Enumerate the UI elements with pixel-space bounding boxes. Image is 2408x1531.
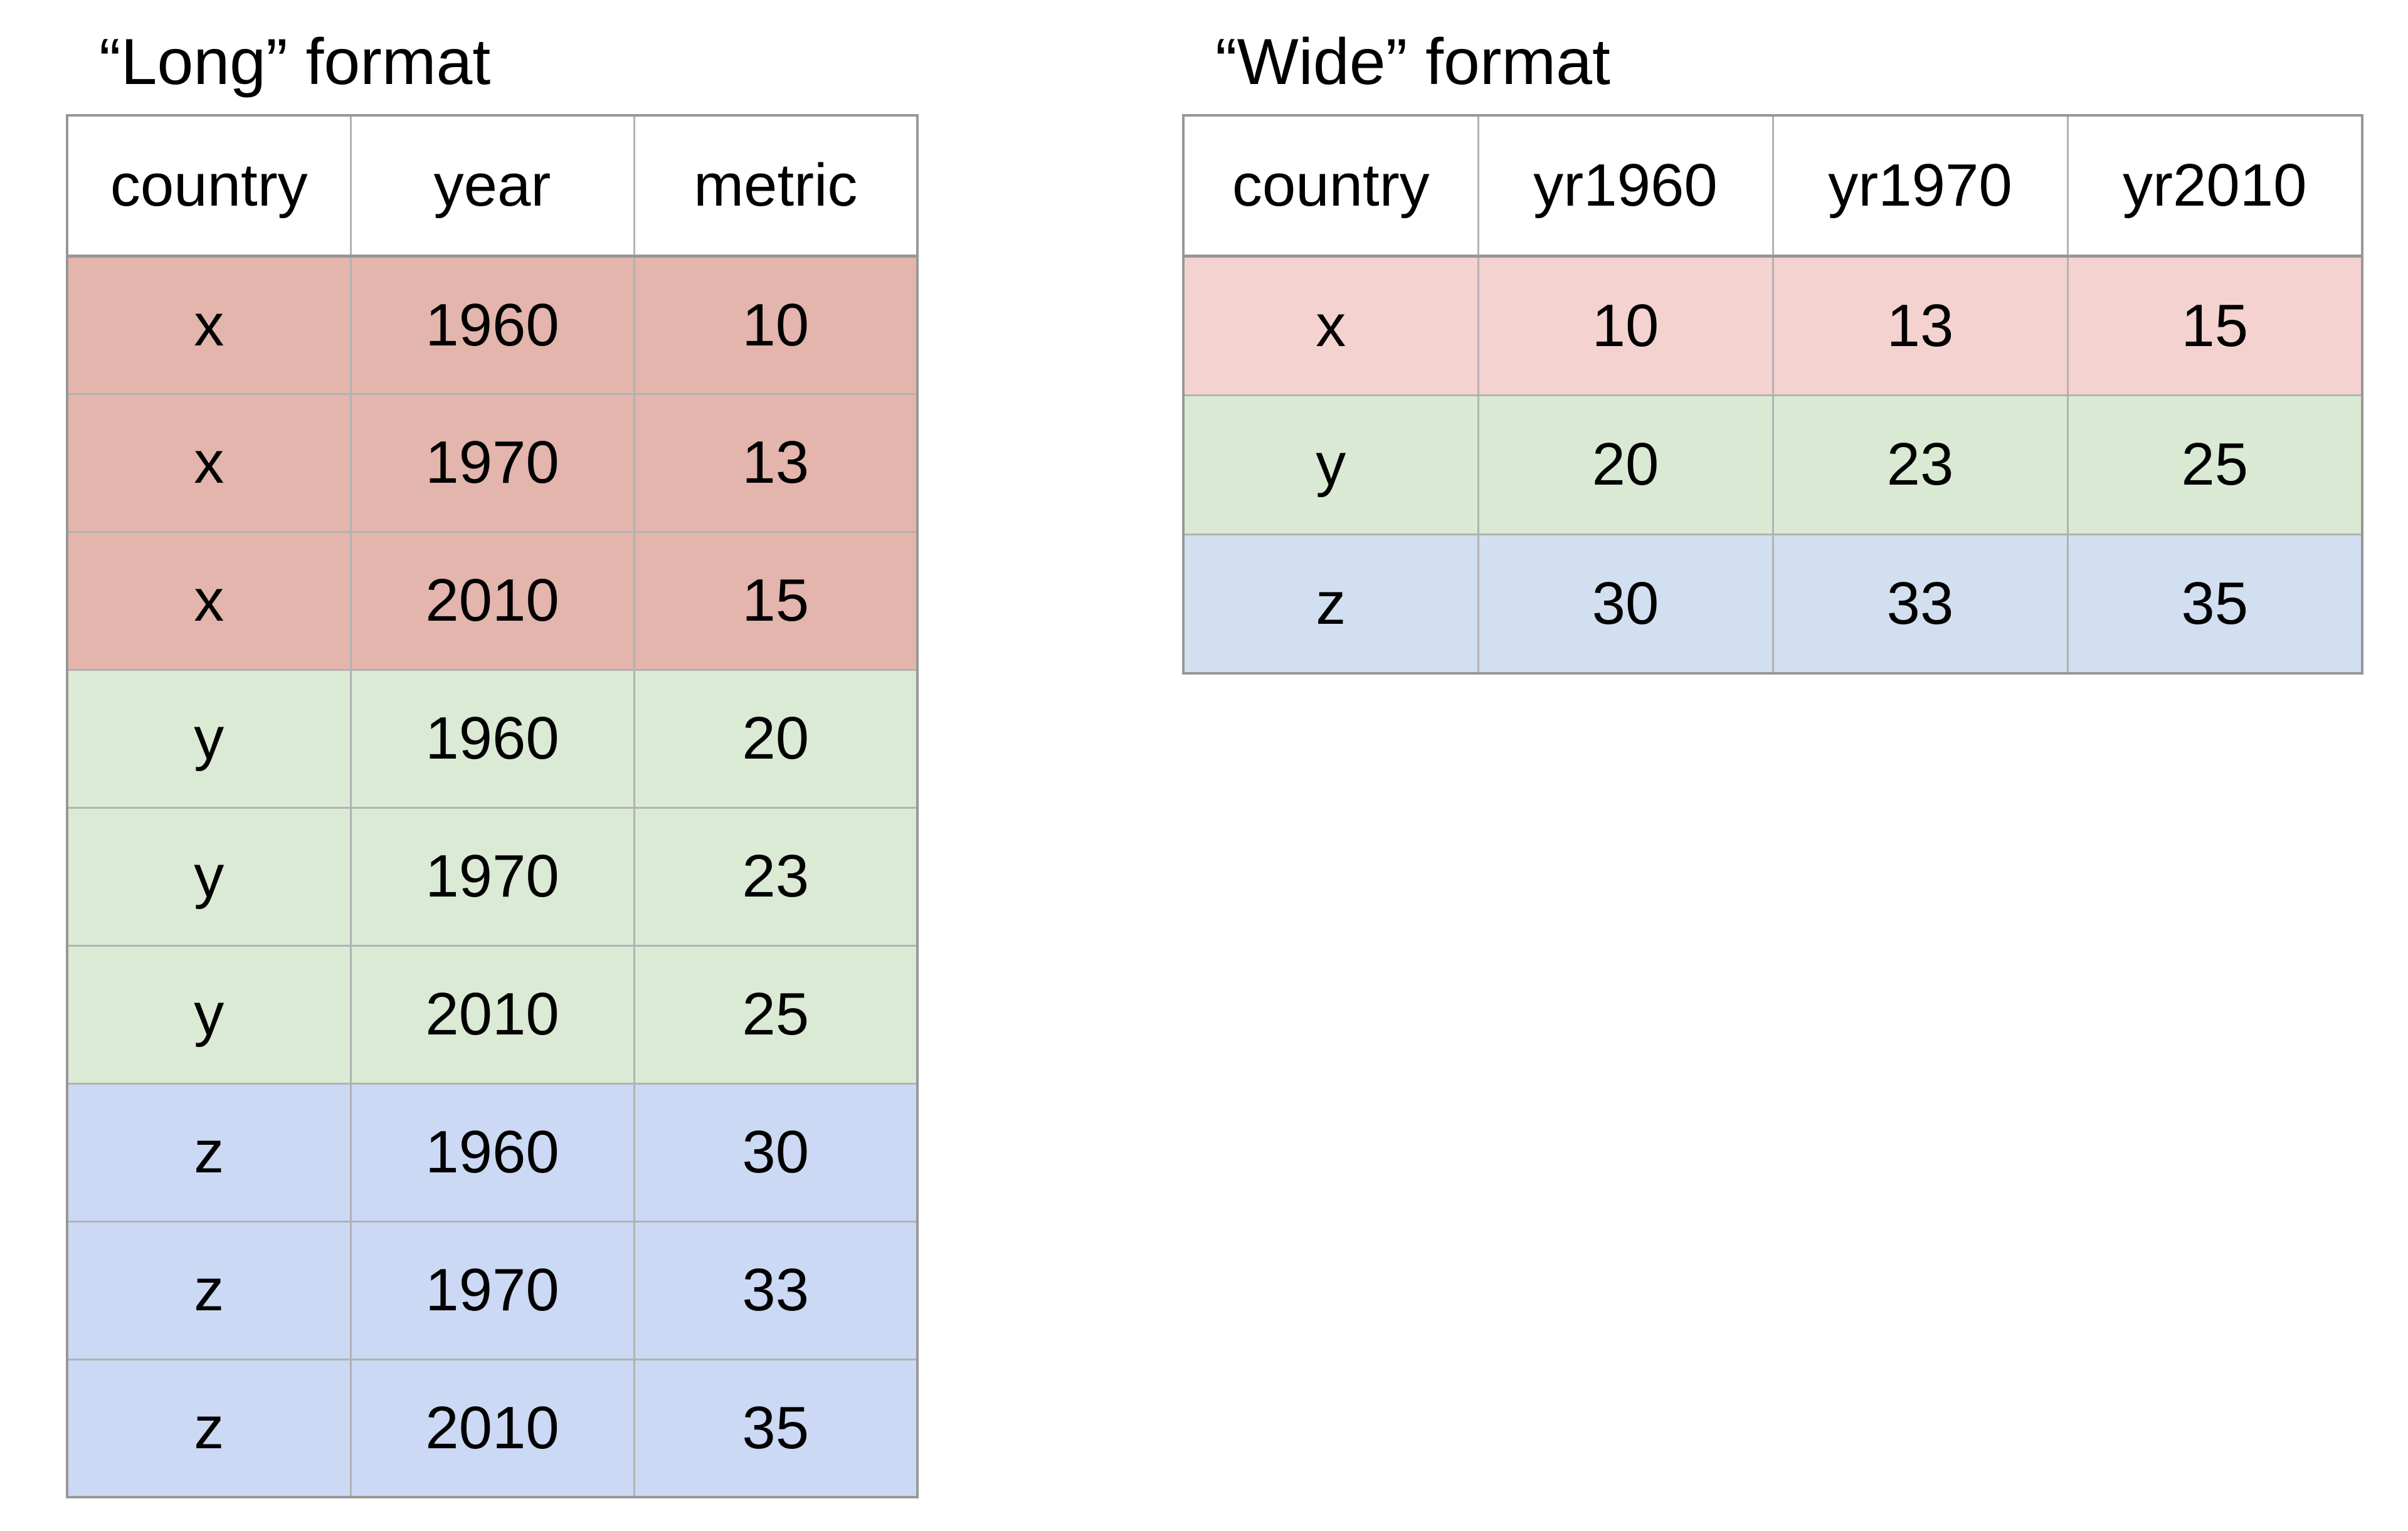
table-cell: 33 [633,1220,919,1360]
table-row: x 2010 15 [66,530,919,671]
table-cell: 25 [2066,394,2363,535]
table-cell: x [1182,255,1479,396]
table-cell: 13 [633,392,919,533]
table-cell: y [1182,394,1479,535]
table-cell: 13 [1772,255,2069,396]
table-row: x 1960 10 [66,255,919,395]
table-cell: 1970 [349,806,635,947]
table-row: x 1970 13 [66,392,919,533]
table-row: y 1960 20 [66,668,919,809]
table-row: y 2010 25 [66,944,919,1085]
table-row: x 10 13 15 [1182,255,2363,396]
table-row: z 30 33 35 [1182,533,2363,675]
long-header-year: year [349,114,635,258]
table-cell: 23 [1772,394,2069,535]
table-row: y 20 23 25 [1182,394,2363,535]
table-cell: 10 [1477,255,1774,396]
wide-header-country: country [1182,114,1479,258]
table-cell: 2010 [349,530,635,671]
table-cell: 1960 [349,1082,635,1223]
table-cell: 33 [1772,533,2069,675]
table-cell: 23 [633,806,919,947]
table-cell: x [66,530,352,671]
table-cell: 30 [1477,533,1774,675]
table-row: z 2010 35 [66,1358,919,1498]
table-cell: 2010 [349,944,635,1085]
table-cell: z [66,1358,352,1498]
table-cell: y [66,668,352,809]
table-cell: x [66,255,352,395]
table-cell: 20 [633,668,919,809]
table-cell: 1970 [349,392,635,533]
wide-header-yr2010: yr2010 [2066,114,2363,258]
table-cell: 20 [1477,394,1774,535]
table-cell: y [66,806,352,947]
long-header-country: country [66,114,352,258]
table-cell: 1970 [349,1220,635,1360]
long-header-metric: metric [633,114,919,258]
wide-header-row: country yr1960 yr1970 yr2010 [1182,114,2363,258]
table-cell: 15 [2066,255,2363,396]
wide-format-title: “Wide” format [1215,26,1610,98]
wide-format-table: country yr1960 yr1970 yr2010 x 10 13 15 … [1182,114,2363,675]
table-cell: 35 [2066,533,2363,675]
table-cell: 10 [633,255,919,395]
table-cell: 2010 [349,1358,635,1498]
table-cell: z [66,1082,352,1223]
table-row: z 1960 30 [66,1082,919,1223]
long-format-title: “Long” format [99,26,491,98]
long-format-table: country year metric x 1960 10 x 1970 13 … [66,114,919,1498]
table-cell: 1960 [349,255,635,395]
table-cell: y [66,944,352,1085]
table-row: z 1970 33 [66,1220,919,1360]
table-cell: 35 [633,1358,919,1498]
table-cell: x [66,392,352,533]
table-cell: z [66,1220,352,1360]
table-cell: 30 [633,1082,919,1223]
wide-header-yr1970: yr1970 [1772,114,2069,258]
table-cell: 25 [633,944,919,1085]
wide-header-yr1960: yr1960 [1477,114,1774,258]
table-cell: z [1182,533,1479,675]
table-row: y 1970 23 [66,806,919,947]
table-cell: 1960 [349,668,635,809]
long-header-row: country year metric [66,114,919,258]
table-cell: 15 [633,530,919,671]
